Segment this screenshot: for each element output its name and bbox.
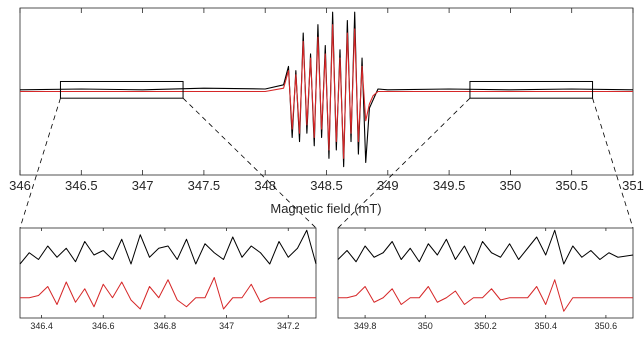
main-x-tick-label: 348 xyxy=(254,178,276,193)
inset-right-x-tick-label: 350 xyxy=(418,321,433,331)
inset-left-x-tick-label: 346.4 xyxy=(30,321,53,331)
inset-right-frame xyxy=(338,228,633,318)
inset-right-x-tick-label: 349.8 xyxy=(354,321,377,331)
inset-right-x-tick-label: 350.4 xyxy=(534,321,557,331)
inset-right-chart: 349.8 350 350.2 350.4 350.6 xyxy=(338,228,633,331)
inset-left-x-tick-label: 346.6 xyxy=(92,321,115,331)
main-x-tick-label: 346.5 xyxy=(65,178,98,193)
main-x-tick-label: 350 xyxy=(500,178,522,193)
main-x-tick-label: 349.5 xyxy=(433,178,466,193)
inset-left-frame xyxy=(20,228,316,318)
inset-left-x-tick-label: 347 xyxy=(219,321,234,331)
main-x-tick-label: 347 xyxy=(132,178,154,193)
inset-left-x-tick-label: 347.2 xyxy=(277,321,300,331)
inset-right-x-tick-label: 350.2 xyxy=(474,321,497,331)
main-x-axis-label: Magnetic field (mT) xyxy=(270,201,381,216)
main-x-tick-label: 350.5 xyxy=(555,178,588,193)
main-x-tick-label: 347.5 xyxy=(188,178,221,193)
main-x-tick-label: 351 xyxy=(622,178,644,193)
inset-right-x-tick-label: 350.6 xyxy=(595,321,618,331)
main-x-tick-label: 346 xyxy=(9,178,31,193)
inset-left-chart: 346.4 346.6 346.8 347 347.2 xyxy=(20,228,316,331)
main-x-tick-label: 348.5 xyxy=(310,178,343,193)
main-chart: 346 346.5 347 347.5 348 348.5 349 349.5 350 350.5… xyxy=(9,8,644,216)
main-x-tick-label: 349 xyxy=(377,178,399,193)
inset-left-x-tick-label: 346.8 xyxy=(154,321,177,331)
